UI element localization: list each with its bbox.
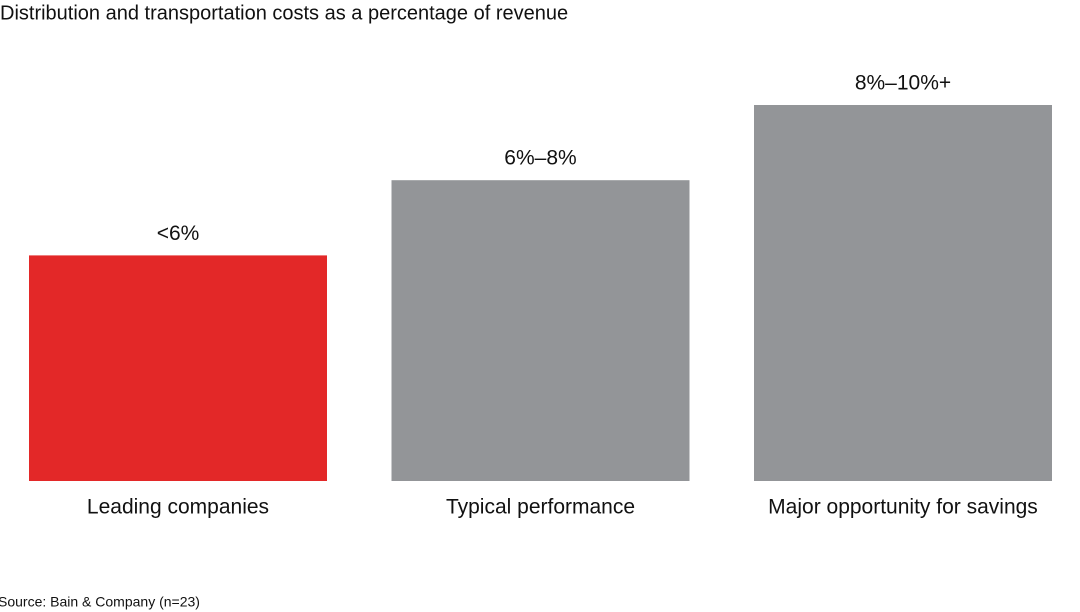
x-tick-label: Major opportunity for savings xyxy=(768,496,1038,519)
chart-title: Distribution and transportation costs as… xyxy=(0,2,568,24)
value-label: 8%–10%+ xyxy=(855,72,951,95)
x-tick-label: Typical performance xyxy=(446,496,635,519)
bar xyxy=(391,180,690,481)
bar xyxy=(754,105,1052,481)
value-label: <6% xyxy=(157,222,200,245)
x-tick-label: Leading companies xyxy=(87,496,269,519)
bar xyxy=(29,255,327,481)
source-note: Source: Bain & Company (n=23) xyxy=(0,594,200,610)
value-label: 6%–8% xyxy=(504,147,576,170)
